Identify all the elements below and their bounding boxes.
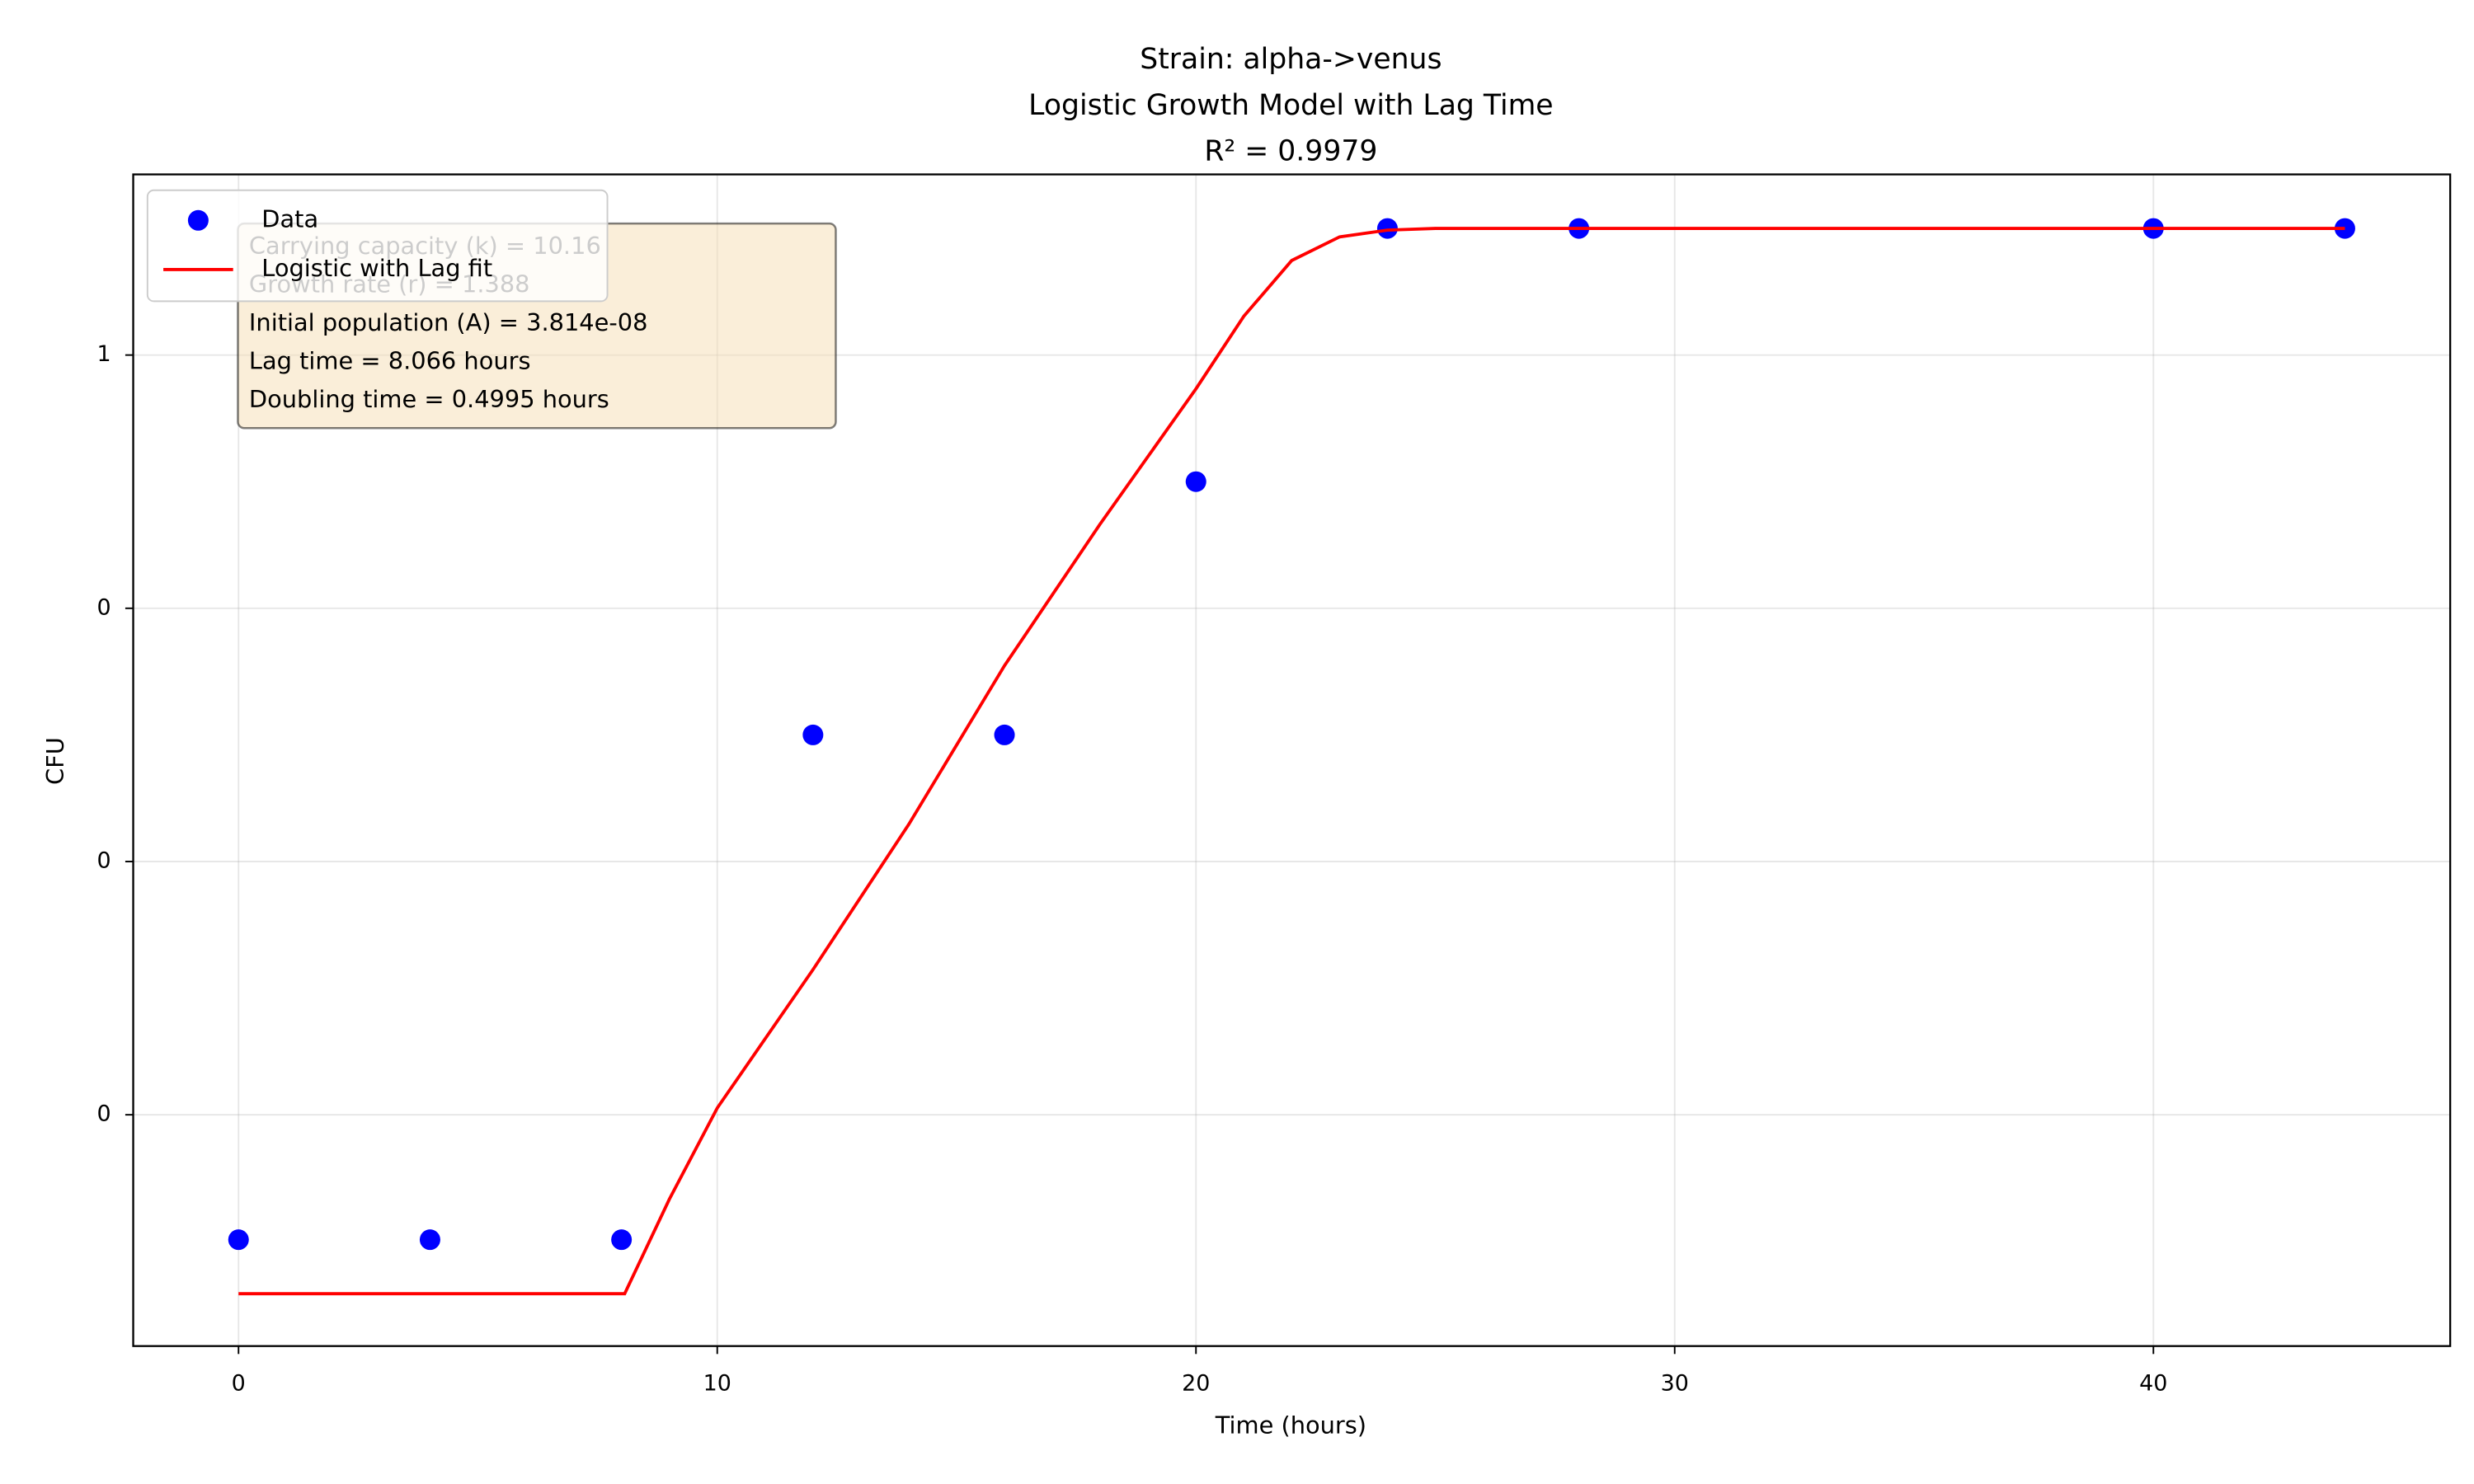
annotation-text: Initial population (A) = 3.814e-08 <box>249 308 648 336</box>
data-point <box>1376 218 1398 239</box>
legend-marker <box>187 209 209 231</box>
y-tick-label: 0 <box>96 848 111 873</box>
x-axis-label: Time (hours) <box>1215 1411 1366 1439</box>
chart-title: Logistic Growth Model with Lag Time <box>1028 89 1553 122</box>
x-tick-label: 40 <box>2139 1370 2167 1396</box>
x-tick-label: 10 <box>703 1370 731 1396</box>
data-point <box>228 1229 249 1251</box>
chart-title: R² = 0.9979 <box>1204 135 1377 168</box>
data-point <box>419 1229 440 1251</box>
annotation-text: Lag time = 8.066 hours <box>249 347 531 375</box>
y-tick-label: 0 <box>96 594 111 620</box>
x-tick-label: 0 <box>232 1370 246 1396</box>
data-point <box>994 724 1015 745</box>
legend-label: Data <box>261 204 318 232</box>
legend-label: Logistic with Lag fit <box>261 254 492 282</box>
data-point <box>1185 471 1206 492</box>
x-tick-label: 30 <box>1661 1370 1689 1396</box>
axes-frame <box>132 173 2452 1347</box>
y-tick-label: 0 <box>96 1101 111 1127</box>
y-tick-label: 1 <box>96 341 111 367</box>
chart-title: Strain: alpha->venus <box>1140 43 1442 76</box>
data-point <box>802 724 824 745</box>
annotation-text: Doubling time = 0.4995 hours <box>249 385 609 413</box>
data-point <box>611 1229 633 1251</box>
x-tick-label: 20 <box>1182 1370 1210 1396</box>
legend-box <box>146 189 609 303</box>
plot-area <box>228 218 2355 1296</box>
y-axis-label: CFU <box>41 737 69 785</box>
fit-line <box>238 227 2345 1296</box>
